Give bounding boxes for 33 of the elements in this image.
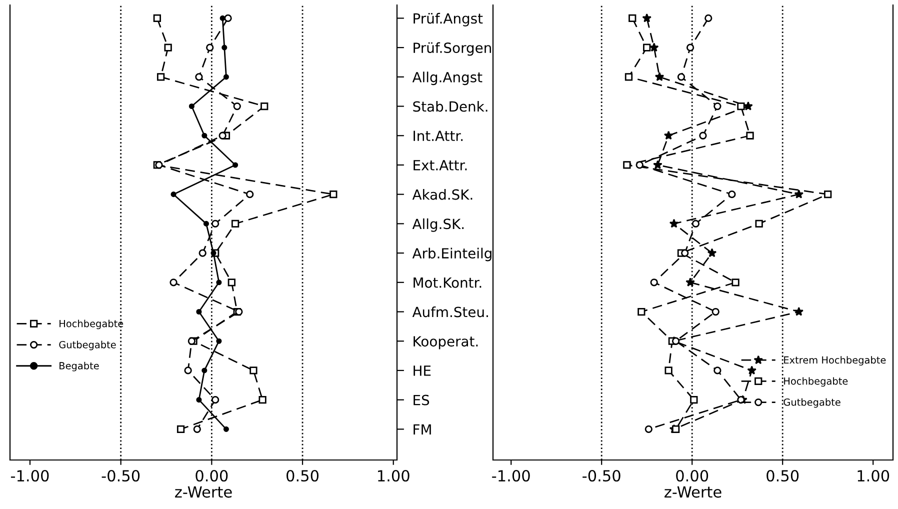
y-tick-label: Aufm.Steu. — [412, 306, 488, 318]
y-tick-label: Ext.Attr. — [414, 160, 467, 170]
x-tick-label: -0.50 — [582, 470, 620, 482]
y-tick-label: ES — [414, 394, 430, 406]
y-tick-label: Allg.SK. — [412, 218, 464, 232]
y-tick-label: Int.Attr. — [414, 130, 463, 141]
x-tick-label: 0.00 — [196, 470, 228, 482]
x-axis-title: z-Werte — [664, 486, 722, 498]
legend-label: Gutbegabte — [784, 398, 840, 408]
y-tick-label: FM — [414, 424, 431, 434]
x-tick-label: -0.50 — [102, 470, 140, 482]
legend-label: Extrem Hochbegabte — [784, 356, 886, 366]
x-tick-label: 0.50 — [766, 470, 799, 482]
y-tick-label: Arb.Einteilg — [412, 248, 492, 262]
x-tick-label: 1.00 — [378, 470, 410, 482]
y-tick-label: Mot.Kontr. — [414, 278, 482, 288]
x-tick-label: -1.00 — [10, 470, 49, 482]
y-tick-label: Kooperat. — [414, 336, 478, 350]
legend-label: Hochbegabte — [60, 320, 124, 330]
y-tick-label: Allg.Angst — [412, 72, 482, 86]
x-tick-label: -1.00 — [492, 470, 530, 482]
x-tick-label: 1.00 — [858, 470, 890, 482]
y-tick-label: Prüf.Sorgen — [414, 42, 491, 56]
y-tick-label: Stab.Denk. — [413, 100, 488, 112]
y-tick-label: Prüf.Angst — [414, 12, 483, 26]
y-tick-label: Akad.SK. — [412, 189, 472, 200]
legend-label: Gutbegabte — [59, 340, 116, 350]
y-tick-label: HE — [414, 366, 431, 376]
x-tick-label: 0.50 — [286, 470, 319, 482]
x-axis-title: z-Werte — [175, 486, 232, 498]
x-tick-label: 0.00 — [676, 470, 708, 482]
legend-label: Hochbegabte — [784, 377, 848, 387]
legend-label: Begabte — [60, 362, 99, 372]
